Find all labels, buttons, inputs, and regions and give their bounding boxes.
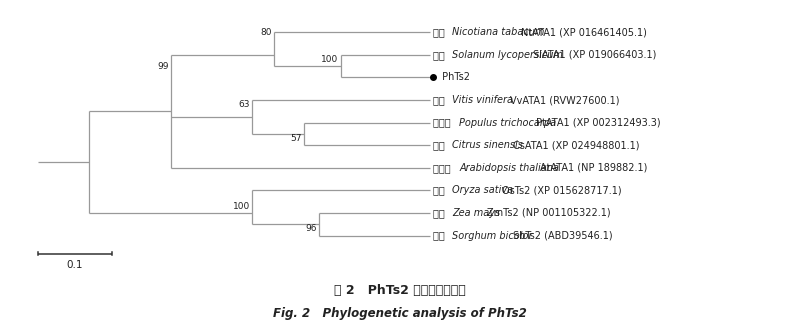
Text: Zea mays: Zea mays (452, 208, 503, 218)
Text: 水稻: 水稻 (434, 185, 448, 195)
Text: SlATA1 (XP 019066403.1): SlATA1 (XP 019066403.1) (533, 50, 656, 60)
Text: Populus trichocarpa: Populus trichocarpa (459, 118, 559, 128)
Text: Vitis vinifera: Vitis vinifera (452, 95, 516, 105)
Text: 57: 57 (290, 134, 302, 143)
Text: 高粱: 高粱 (434, 231, 448, 241)
Text: 63: 63 (238, 100, 250, 109)
Text: 葡萄: 葡萄 (434, 95, 448, 105)
Text: Solanum lycopersicum: Solanum lycopersicum (452, 50, 566, 60)
Text: 甜橙: 甜橙 (434, 140, 448, 150)
Text: 拟南芥: 拟南芥 (434, 163, 454, 173)
Text: CsATA1 (XP 024948801.1): CsATA1 (XP 024948801.1) (514, 140, 640, 150)
Text: 100: 100 (322, 55, 338, 64)
Text: ZmTs2 (NP 001105322.1): ZmTs2 (NP 001105322.1) (486, 208, 610, 218)
Text: OsTs2 (XP 015628717.1): OsTs2 (XP 015628717.1) (502, 185, 622, 195)
Text: Citrus sinensis: Citrus sinensis (452, 140, 526, 150)
Text: PtATA1 (XP 002312493.3): PtATA1 (XP 002312493.3) (536, 118, 661, 128)
Text: Oryza sativa: Oryza sativa (452, 185, 516, 195)
Text: 96: 96 (305, 224, 317, 233)
Text: Arabidopsis thaliana: Arabidopsis thaliana (459, 163, 562, 173)
Text: PhTs2: PhTs2 (439, 72, 470, 82)
Text: 图 2   PhTs2 的系统发育分析: 图 2 PhTs2 的系统发育分析 (334, 284, 466, 297)
Text: NtATA1 (XP 016461405.1): NtATA1 (XP 016461405.1) (521, 27, 647, 37)
Text: 80: 80 (261, 28, 272, 37)
Text: 玉米: 玉米 (434, 208, 448, 218)
Text: Nicotiana tabacum: Nicotiana tabacum (452, 27, 547, 37)
Text: VvATA1 (RVW27600.1): VvATA1 (RVW27600.1) (510, 95, 619, 105)
Text: SbTs2 (ABD39546.1): SbTs2 (ABD39546.1) (514, 231, 613, 241)
Text: 烟草: 烟草 (434, 27, 448, 37)
Text: AtATA1 (NP 189882.1): AtATA1 (NP 189882.1) (540, 163, 647, 173)
Text: 番茄: 番茄 (434, 50, 448, 60)
Text: Sorghum bicolor: Sorghum bicolor (452, 231, 535, 241)
Text: Fig. 2   Phylogenetic analysis of PhTs2: Fig. 2 Phylogenetic analysis of PhTs2 (273, 307, 527, 320)
Text: 0.1: 0.1 (66, 260, 83, 270)
Text: 100: 100 (233, 202, 250, 211)
Text: 99: 99 (157, 62, 169, 71)
Text: 毛果杨: 毛果杨 (434, 118, 454, 128)
